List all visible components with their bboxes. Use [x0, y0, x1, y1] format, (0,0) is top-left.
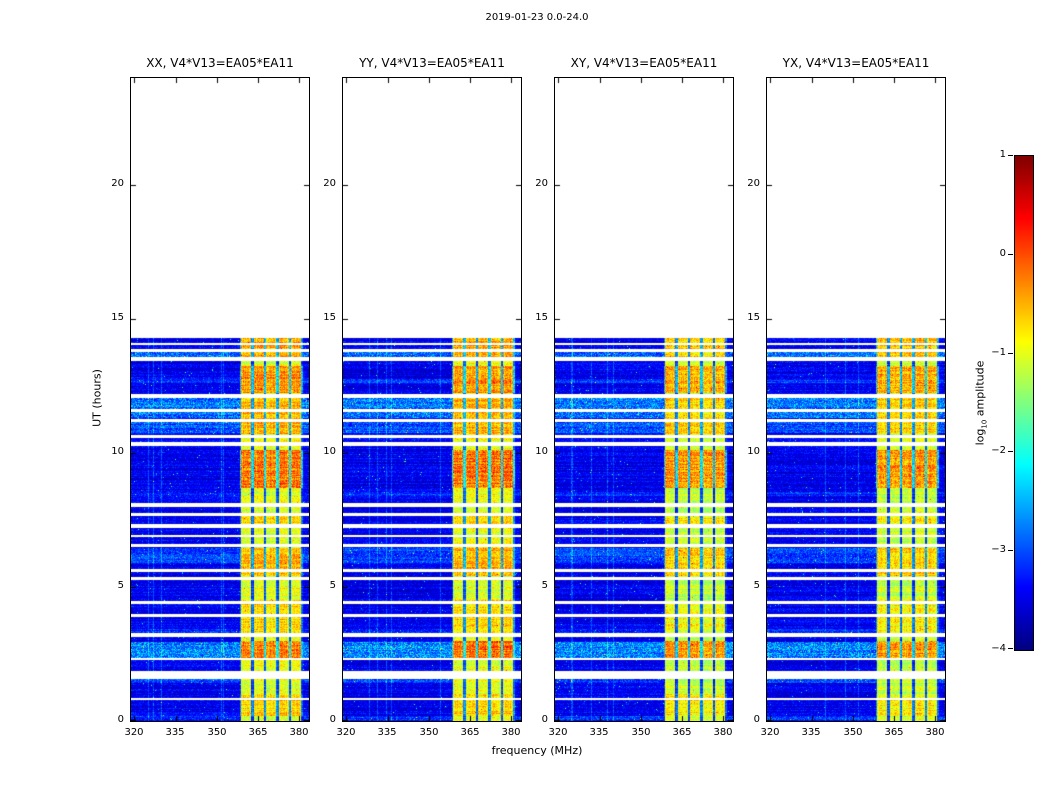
- y-tick-label: 5: [329, 580, 336, 591]
- x-tick-label: 335: [165, 727, 185, 738]
- y-tick-label: 10: [535, 446, 548, 457]
- y-tick-label: 0: [753, 714, 760, 725]
- y-axis-label: UT (hours): [90, 369, 104, 427]
- x-tick-label: 335: [589, 727, 609, 738]
- colorbar-tick-label: 0: [999, 248, 1006, 259]
- x-tick-label: 320: [548, 727, 568, 738]
- spectrogram-canvas-yx: [767, 78, 945, 721]
- x-tick-label: 320: [336, 727, 356, 738]
- y-tick-label: 15: [323, 312, 336, 323]
- x-tick-label: 350: [207, 727, 227, 738]
- x-tick-label: 380: [501, 727, 521, 738]
- y-tick-label: 0: [117, 714, 124, 725]
- colorbar-tick-label: −3: [991, 544, 1006, 555]
- colorbar-tick-label: −2: [991, 445, 1006, 456]
- figure-title: 2019-01-23 0.0-24.0: [485, 12, 589, 23]
- x-tick-label: 350: [419, 727, 439, 738]
- y-tick-label: 20: [747, 178, 760, 189]
- plot-area-yx: [766, 77, 946, 722]
- spectrogram-canvas-xy: [555, 78, 733, 721]
- colorbar-gradient: [1014, 155, 1034, 651]
- y-tick-label: 20: [535, 178, 548, 189]
- colorbar-tick: [1008, 648, 1013, 649]
- panel-title-yy: YY, V4*V13=EA05*EA11: [359, 56, 505, 70]
- colorbar-canvas: [1015, 156, 1033, 650]
- panel-yx: YX, V4*V13=EA05*EA11 20 15 10 5 0 320 33…: [747, 56, 946, 738]
- x-tick-label: 380: [289, 727, 309, 738]
- spectrogram-canvas-yy: [343, 78, 521, 721]
- x-tick-label: 365: [884, 727, 904, 738]
- y-tick-label: 0: [541, 714, 548, 725]
- x-tick-label: 365: [460, 727, 480, 738]
- panel-xx: XX, V4*V13=EA05*EA11 20 15 10 5 0 320 33…: [111, 56, 310, 738]
- x-tick-label: 365: [672, 727, 692, 738]
- y-tick-label: 15: [747, 312, 760, 323]
- x-tick-label: 380: [925, 727, 945, 738]
- y-tick-label: 0: [329, 714, 336, 725]
- colorbar-label: log10 amplitude: [973, 361, 988, 446]
- y-tick-label: 20: [323, 178, 336, 189]
- panel-xy: XY, V4*V13=EA05*EA11 20 15 10 5 0 320 33…: [535, 56, 734, 738]
- plot-area-yy: [342, 77, 522, 722]
- x-tick-label: 380: [713, 727, 733, 738]
- x-tick-label: 320: [760, 727, 780, 738]
- panel-title-yx: YX, V4*V13=EA05*EA11: [782, 56, 930, 70]
- y-tick-label: 5: [117, 580, 124, 591]
- spectrogram-canvas-xx: [131, 78, 309, 721]
- x-tick-label: 350: [843, 727, 863, 738]
- y-tick-label: 15: [111, 312, 124, 323]
- colorbar-tick: [1008, 353, 1013, 354]
- x-tick-label: 335: [801, 727, 821, 738]
- y-tick-label: 10: [323, 446, 336, 457]
- colorbar-tick-label: −4: [991, 643, 1006, 654]
- y-tick-label: 5: [541, 580, 548, 591]
- panel-title-xx: XX, V4*V13=EA05*EA11: [146, 56, 294, 70]
- colorbar-tick: [1008, 155, 1013, 156]
- colorbar-tick: [1008, 254, 1013, 255]
- colorbar-tick-label: −1: [991, 347, 1006, 358]
- colorbar-tick-label: 1: [999, 149, 1006, 160]
- y-tick-label: 20: [111, 178, 124, 189]
- panel-title-xy: XY, V4*V13=EA05*EA11: [570, 56, 718, 70]
- colorbar-tick: [1008, 451, 1013, 452]
- colorbar-label-sub: 10: [980, 419, 989, 429]
- y-tick-label: 15: [535, 312, 548, 323]
- plot-area-xy: [554, 77, 734, 722]
- x-tick-label: 335: [377, 727, 397, 738]
- y-tick-label: 5: [753, 580, 760, 591]
- x-tick-label: 320: [124, 727, 144, 738]
- colorbar-tick: [1008, 550, 1013, 551]
- colorbar-label-suffix: amplitude: [973, 360, 987, 420]
- x-tick-label: 350: [631, 727, 651, 738]
- y-tick-label: 10: [747, 446, 760, 457]
- colorbar: 1 0 −1 −2 −3 −4 log10 amplitude: [973, 149, 1034, 654]
- colorbar-label-prefix: log: [973, 428, 987, 446]
- x-axis-label: frequency (MHz): [491, 744, 583, 757]
- panel-yy: YY, V4*V13=EA05*EA11 20 15 10 5 0 320 33…: [323, 56, 522, 738]
- x-tick-label: 365: [248, 727, 268, 738]
- y-tick-label: 10: [111, 446, 124, 457]
- plot-area-xx: [130, 77, 310, 722]
